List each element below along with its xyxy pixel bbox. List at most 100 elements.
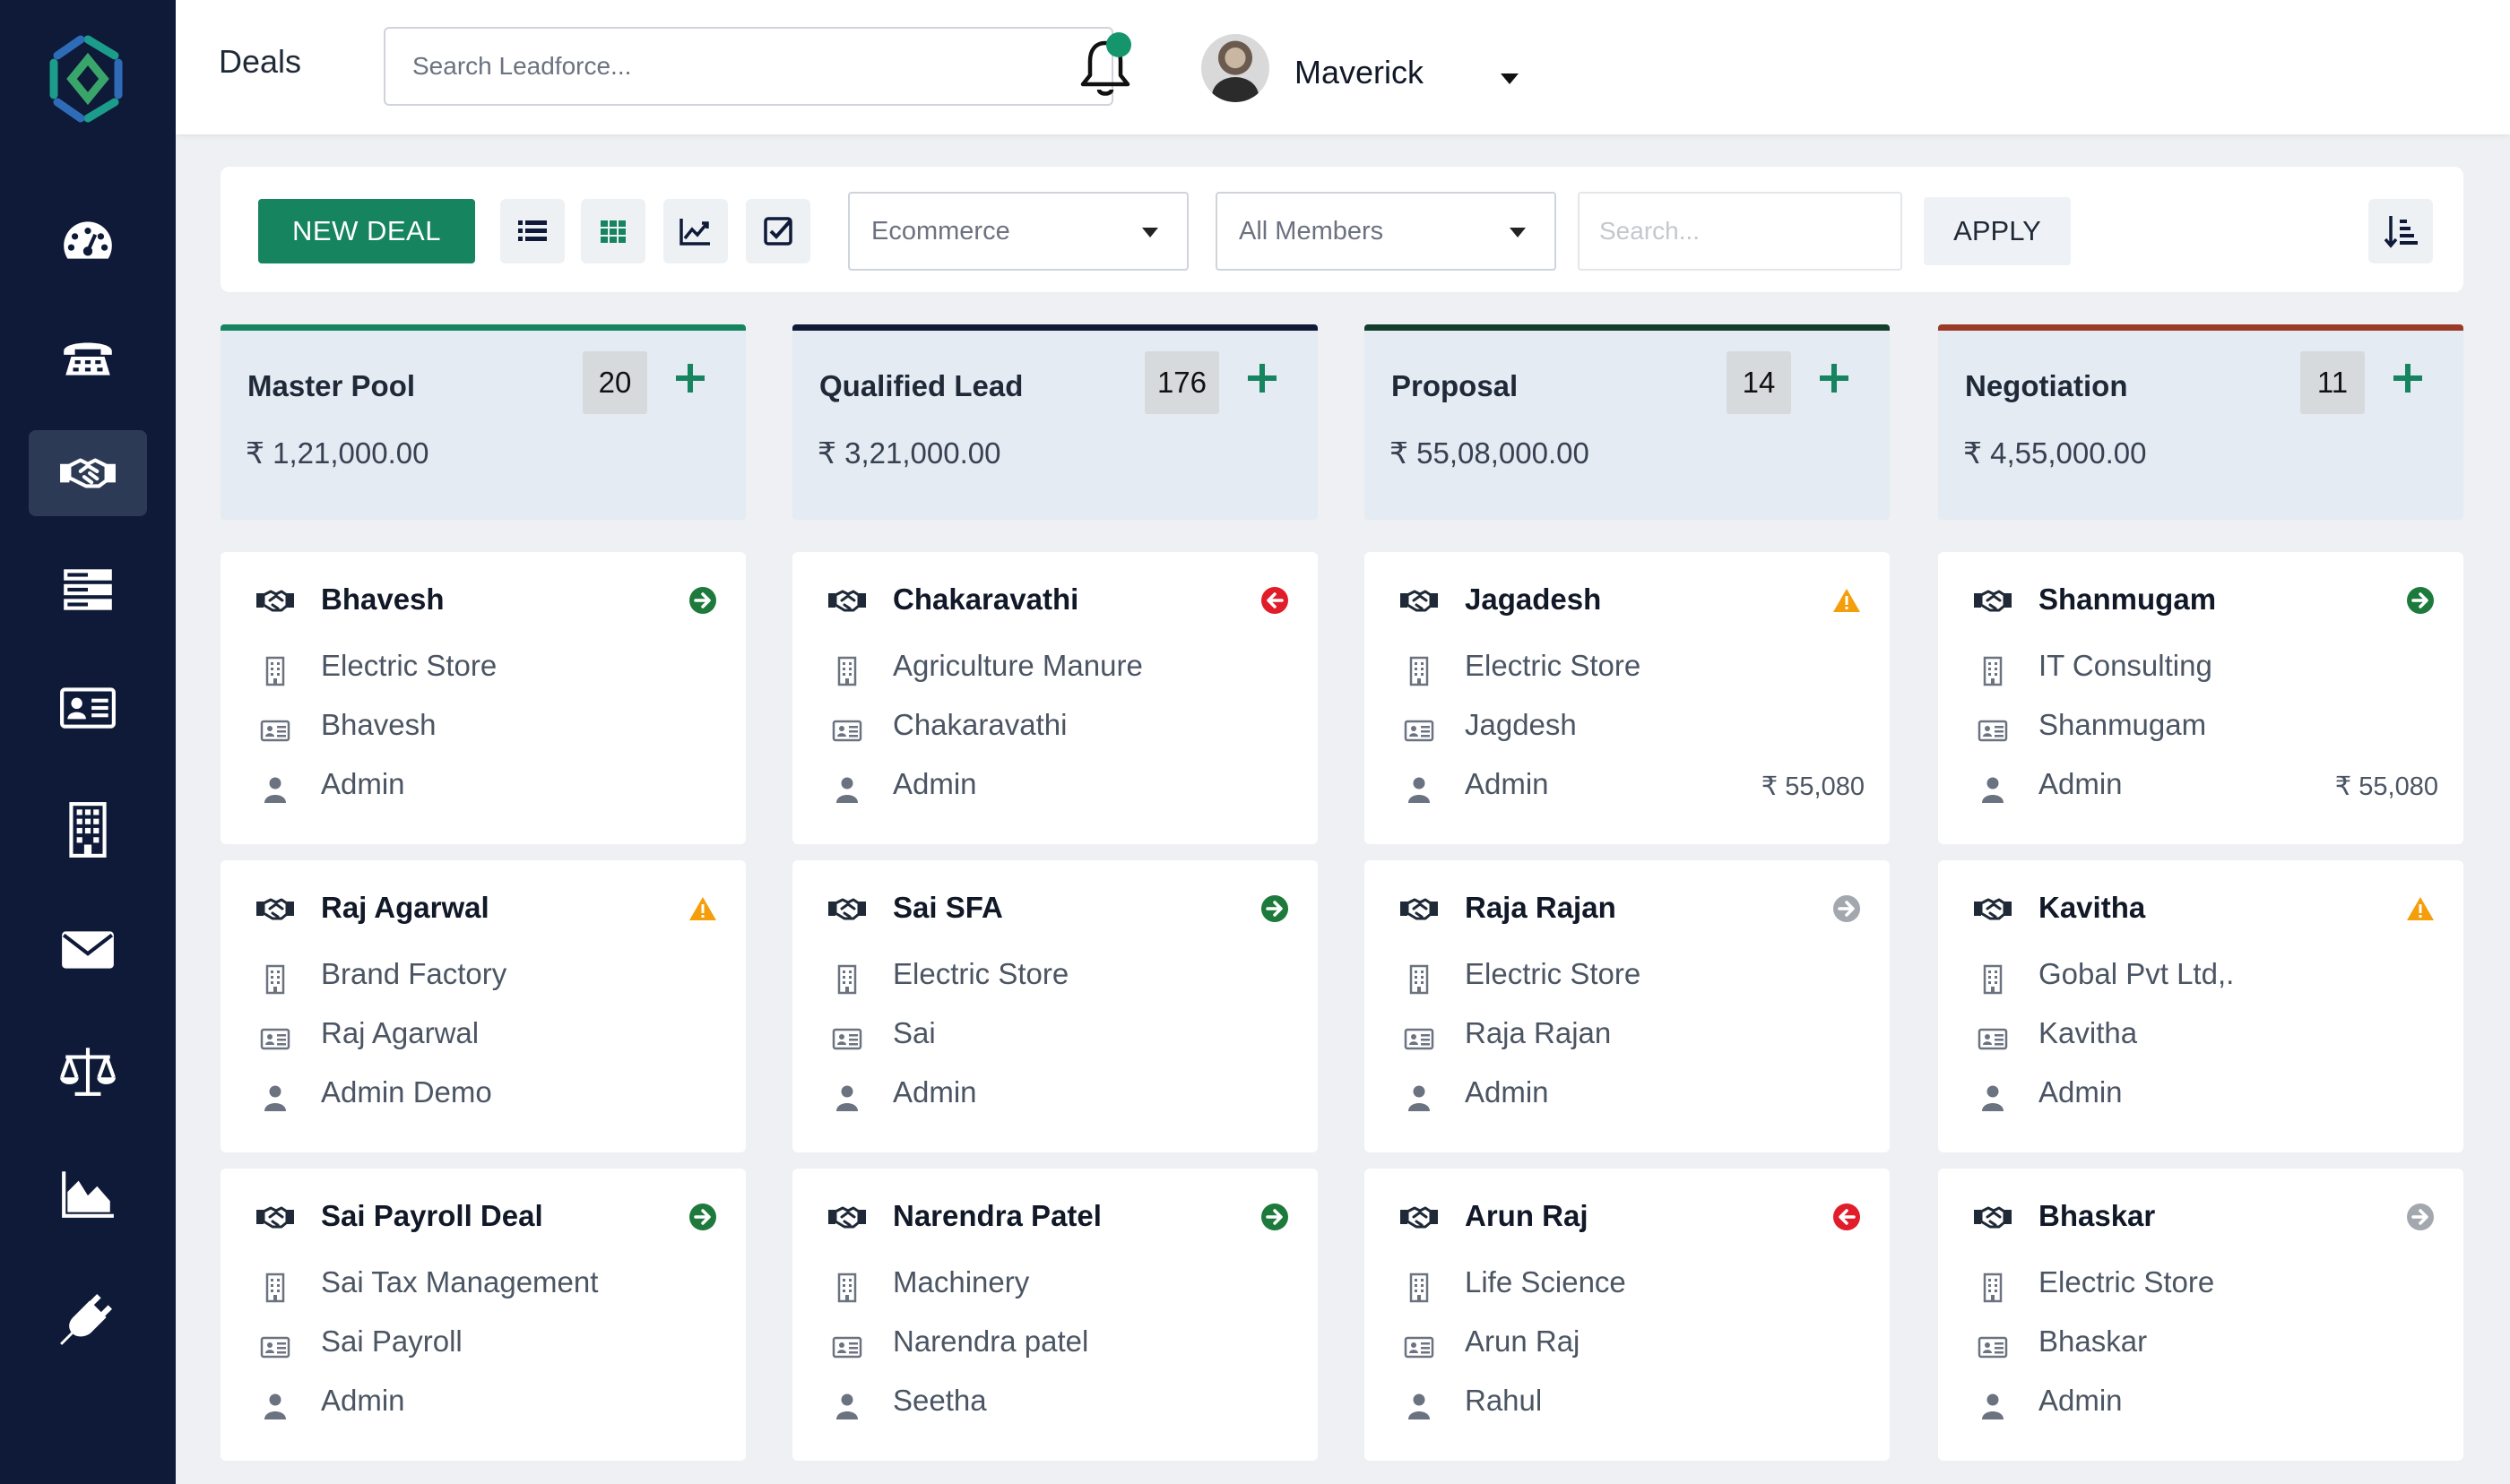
sidebar-item-integrations[interactable] [29, 1276, 147, 1362]
deal-owner: Admin [1465, 767, 1549, 800]
user-icon [1408, 1393, 1430, 1419]
deal-card[interactable]: Narendra Patel Machinery Narendra patel See… [792, 1169, 1318, 1461]
global-search-input[interactable] [384, 27, 1113, 106]
sidebar-item-calls[interactable] [29, 315, 147, 401]
deal-name[interactable]: Raja Rajan [1465, 891, 1616, 924]
deal-status-back-icon[interactable] [1260, 586, 1289, 615]
deal-status-next-icon[interactable] [1260, 894, 1289, 923]
apply-button[interactable]: APPLY [1924, 197, 2071, 265]
user-icon [264, 1393, 286, 1419]
user-icon [1408, 777, 1430, 803]
deal-name[interactable]: Raj Agarwal [321, 891, 489, 924]
deal-card[interactable]: Raj Agarwal Brand Factory Raj Agarwal Admin… [221, 860, 746, 1152]
deal-status-next-icon[interactable] [688, 586, 717, 615]
deal-name[interactable]: Chakaravathi [893, 582, 1079, 616]
deal-owner: Admin [2038, 1384, 2123, 1417]
deal-status-next-icon[interactable] [2406, 586, 2435, 615]
sort-icon [2384, 216, 2418, 248]
user-icon [1408, 1085, 1430, 1111]
company-icon [837, 656, 857, 686]
deal-name[interactable]: Narendra Patel [893, 1199, 1102, 1232]
sidebar-item-companies[interactable] [29, 787, 147, 873]
stage-color-bar [1938, 324, 2463, 331]
leadforce-logo-icon[interactable] [45, 32, 131, 125]
sidebar-item-compliance[interactable] [29, 1029, 147, 1115]
deal-handshake-icon [1400, 590, 1438, 612]
deal-card[interactable]: Bhavesh Electric Store Bhavesh Admin [221, 552, 746, 844]
deal-status-next-icon[interactable] [688, 1203, 717, 1231]
deal-name[interactable]: Kavitha [2038, 891, 2146, 924]
list-view-button[interactable] [500, 199, 565, 263]
user-icon [264, 777, 286, 803]
deal-card[interactable]: Shanmugam IT Consulting Shanmugam Admin ₹ 55… [1938, 552, 2463, 844]
line-chart-icon [679, 219, 710, 246]
stage-total-amount: ₹ 1,21,000.00 [246, 436, 429, 470]
members-select[interactable]: All Members [1216, 192, 1556, 271]
sort-button[interactable] [2368, 199, 2433, 263]
deal-name[interactable]: Sai SFA [893, 891, 1003, 924]
deal-name[interactable]: Jagadesh [1465, 582, 1602, 616]
deal-card[interactable]: Chakaravathi Agriculture Manure Chakaravat… [792, 552, 1318, 844]
deal-name[interactable]: Shanmugam [2038, 582, 2217, 616]
contact-card-icon [1978, 1336, 2008, 1359]
deal-card[interactable]: Sai SFA Electric Store Sai Admin [792, 860, 1318, 1152]
user-icon [836, 1085, 858, 1111]
grid-view-button[interactable] [581, 199, 645, 263]
user-icon [836, 777, 858, 803]
deal-company: Machinery [893, 1265, 1030, 1298]
task-view-button[interactable] [746, 199, 810, 263]
deal-status-inactive-icon[interactable] [1832, 894, 1861, 923]
deal-owner: Admin Demo [321, 1075, 492, 1109]
sidebar-item-reports[interactable] [29, 1151, 147, 1237]
stage-deal-count: 20 [583, 351, 647, 414]
add-deal-plus-icon[interactable] [1244, 360, 1280, 396]
stage-deal-count: 14 [1727, 351, 1791, 414]
sidebar-item-deals[interactable] [29, 430, 147, 516]
deal-card[interactable]: Sai Payroll Deal Sai Tax Management Sai Pa… [221, 1169, 746, 1461]
add-deal-plus-icon[interactable] [1816, 360, 1852, 396]
deal-name[interactable]: Arun Raj [1465, 1199, 1588, 1232]
stage-title: Qualified Lead [819, 369, 1024, 402]
sidebar-item-mail[interactable] [29, 907, 147, 993]
deal-contact: Raj Agarwal [321, 1016, 480, 1049]
chart-area-icon [62, 1171, 114, 1218]
user-name[interactable]: Maverick [1294, 54, 1424, 91]
deal-card[interactable]: Bhaskar Electric Store Bhaskar Admin [1938, 1169, 2463, 1461]
add-deal-plus-icon[interactable] [672, 360, 708, 396]
contact-card-icon [1404, 1336, 1434, 1359]
deal-status-back-icon[interactable] [1832, 1203, 1861, 1231]
new-deal-button[interactable]: NEW DEAL [258, 199, 475, 263]
stage-total-amount: ₹ 55,08,000.00 [1389, 436, 1589, 470]
deal-handshake-icon [1400, 898, 1438, 920]
deal-status-warning-icon[interactable] [688, 894, 717, 923]
user-menu-chevron-down-icon[interactable] [1501, 73, 1519, 84]
sidebar-item-pipeline[interactable] [29, 547, 147, 633]
deal-status-warning-icon[interactable] [2406, 894, 2435, 923]
deals-toolbar: NEW DEAL Ecommerce All Members APPLY [221, 167, 2463, 292]
add-deal-plus-icon[interactable] [2390, 360, 2426, 396]
deal-handshake-icon [1974, 1206, 2012, 1229]
deal-card[interactable]: Raja Rajan Electric Store Raja Rajan Admin [1364, 860, 1890, 1152]
sidebar-item-dashboard[interactable] [29, 199, 147, 285]
deal-status-warning-icon[interactable] [1832, 586, 1861, 615]
deal-name[interactable]: Sai Payroll Deal [321, 1199, 543, 1232]
deal-status-inactive-icon[interactable] [2406, 1203, 2435, 1231]
chart-view-button[interactable] [663, 199, 728, 263]
deal-status-next-icon[interactable] [1260, 1203, 1289, 1231]
deal-handshake-icon [1400, 1206, 1438, 1229]
deal-name[interactable]: Bhavesh [321, 582, 445, 616]
deal-card[interactable]: Jagadesh Electric Store Jagdesh Admin ₹ 55,0… [1364, 552, 1890, 844]
pipeline-select[interactable]: Ecommerce [848, 192, 1189, 271]
deal-name[interactable]: Bhaskar [2038, 1199, 2156, 1232]
user-icon [1982, 777, 2004, 803]
contact-card-icon [260, 720, 290, 742]
sidebar-item-contacts[interactable] [29, 665, 147, 751]
deal-amount: ₹ 55,080 [1761, 772, 1865, 801]
deal-contact: Narendra patel [893, 1324, 1089, 1358]
user-avatar[interactable] [1201, 34, 1269, 102]
deal-company: Electric Store [1465, 649, 1641, 682]
contact-card-icon [1404, 720, 1434, 742]
deal-card[interactable]: Kavitha Gobal Pvt Ltd,. Kavitha Admin [1938, 860, 2463, 1152]
deal-card[interactable]: Arun Raj Life Science Arun Raj Rahul [1364, 1169, 1890, 1461]
deals-search-input[interactable] [1578, 192, 1902, 271]
